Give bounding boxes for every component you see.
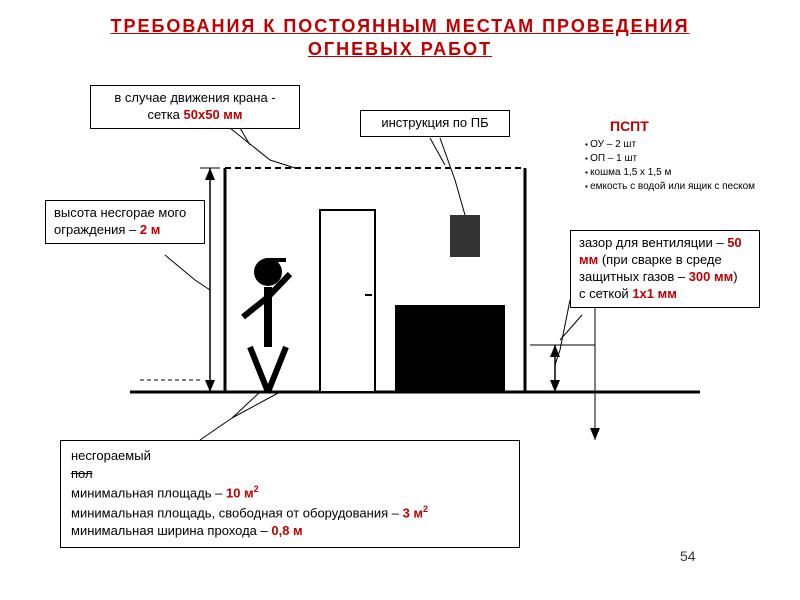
callout-height: высота несгорае мого ограждения – 2 м: [45, 200, 205, 244]
gap-val2: 300 мм: [689, 269, 734, 284]
callout-crane: в случае движения крана - сетка 50х50 мм: [90, 85, 300, 129]
pspt-item-3: емкость с водой или ящик с песком: [585, 180, 785, 194]
height-pre: высота несгорае мого ограждения –: [54, 205, 186, 237]
callout-instruction: инструкция по ПБ: [360, 110, 510, 137]
gap-val3: 1х1 мм: [632, 286, 677, 301]
bot-l3sup: 2: [423, 504, 428, 514]
bot-l4val: 0,8 м: [271, 523, 302, 538]
title-line2: ОГНЕВЫХ РАБОТ: [308, 39, 492, 59]
bot-l1a: несгораемый: [71, 448, 151, 463]
pspt-title: ПСПТ: [610, 118, 649, 134]
pspt-item-1: ОП – 1 шт: [585, 152, 785, 166]
bot-l1b: пол: [71, 466, 93, 481]
pspt-item-2: кошма 1,5 х 1,5 м: [585, 166, 785, 180]
page-number: 54: [680, 548, 696, 564]
page-title: ТРЕБОВАНИЯ К ПОСТОЯННЫМ МЕСТАМ ПРОВЕДЕНИ…: [0, 0, 800, 62]
gap-pre2: с сеткой: [579, 286, 632, 301]
page-number-text: 54: [680, 548, 696, 564]
crane-val: 50х50 мм: [184, 107, 243, 122]
pspt-title-text: ПСПТ: [610, 118, 649, 134]
bottom-requirements: несгораемый пол минимальная площадь – 10…: [60, 440, 520, 548]
bot-l2pre: минимальная площадь –: [71, 486, 226, 501]
gap-mid2: ): [733, 269, 737, 284]
pspt-item-0: ОУ – 2 шт: [585, 138, 785, 152]
bot-l2sup: 2: [254, 484, 259, 494]
height-val: 2 м: [140, 222, 160, 237]
bot-l4pre: минимальная ширина прохода –: [71, 523, 271, 538]
instruction-text: инструкция по ПБ: [381, 115, 488, 130]
bot-l3val: 3 м: [403, 505, 423, 520]
callout-gap: зазор для вентиляции – 50 мм (при сварке…: [570, 230, 760, 308]
bot-l2val: 10 м: [226, 486, 254, 501]
pspt-list: ОУ – 2 шт ОП – 1 шт кошма 1,5 х 1,5 м ем…: [585, 138, 785, 194]
gap-pre1: зазор для вентиляции –: [579, 235, 727, 250]
bot-l3pre: минимальная площадь, свободная от оборуд…: [71, 505, 403, 520]
title-line1: ТРЕБОВАНИЯ К ПОСТОЯННЫМ МЕСТАМ ПРОВЕДЕНИ…: [110, 16, 689, 36]
